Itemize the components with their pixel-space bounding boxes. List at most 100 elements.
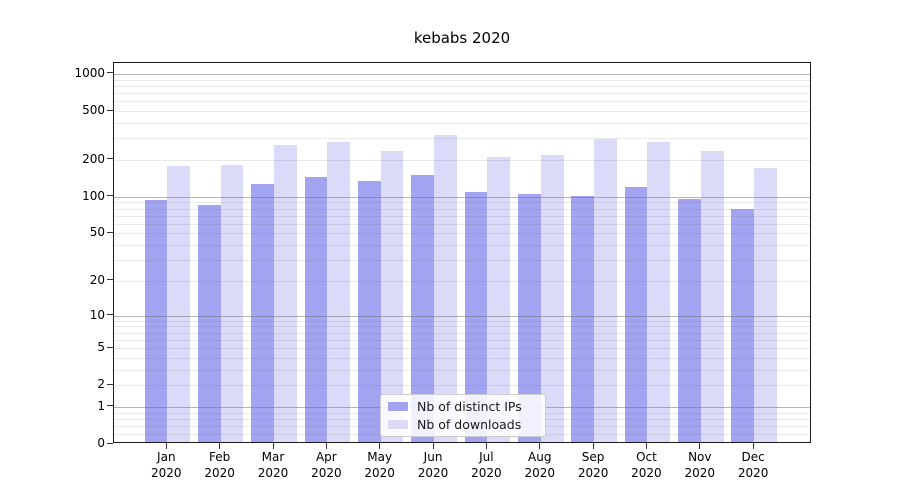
x-tick-month: Oct bbox=[636, 450, 657, 464]
x-tick-month: Dec bbox=[741, 450, 765, 464]
x-tick-month: Jun bbox=[423, 450, 443, 464]
x-tick-label-sep: Sep 2020 bbox=[561, 449, 625, 481]
y-tick-mark bbox=[107, 231, 113, 233]
x-tick-year: 2020 bbox=[684, 466, 716, 480]
x-tick-mark bbox=[699, 443, 701, 449]
y-tick-label: 500 bbox=[82, 103, 105, 118]
chart-title: kebabs 2020 bbox=[413, 29, 511, 47]
x-tick-year: 2020 bbox=[151, 466, 182, 480]
x-tick-mark bbox=[325, 443, 327, 449]
plot-area: Nb of distinct IPs Nb of downloads bbox=[113, 62, 811, 443]
x-tick-month: May bbox=[367, 450, 393, 464]
x-tick-label-may: May 2020 bbox=[348, 449, 412, 481]
x-tick-mark bbox=[432, 443, 434, 449]
bar-downloads-may bbox=[380, 151, 404, 442]
y-tick-mark bbox=[107, 195, 113, 197]
x-tick-label-feb: Feb 2020 bbox=[188, 449, 252, 481]
bar-distinct-ips-feb bbox=[197, 205, 221, 442]
legend-item-downloads: Nb of downloads bbox=[388, 417, 545, 432]
y-tick-mark bbox=[107, 158, 113, 160]
y-tick-label: 5 bbox=[97, 340, 105, 355]
bar-distinct-ips-may bbox=[357, 180, 381, 442]
legend-item-distinct-ips: Nb of distinct IPs bbox=[388, 399, 545, 414]
y-tick-label: 50 bbox=[89, 225, 105, 240]
legend-swatch-distinct-ips bbox=[388, 402, 408, 411]
y-tick-label: 20 bbox=[89, 272, 105, 287]
x-tick-label-aug: Aug 2020 bbox=[508, 449, 572, 481]
x-tick-year: 2020 bbox=[631, 466, 662, 480]
x-tick-year: 2020 bbox=[364, 466, 395, 480]
x-tick-month: Jul bbox=[479, 450, 494, 464]
bar-distinct-ips-jun bbox=[411, 175, 435, 442]
legend-label-distinct-ips: Nb of distinct IPs bbox=[417, 399, 522, 414]
x-tick-mark bbox=[272, 443, 274, 449]
legend-label-downloads: Nb of downloads bbox=[417, 417, 522, 432]
bar-downloads-aug bbox=[540, 154, 564, 442]
x-tick-label-oct: Oct 2020 bbox=[614, 449, 678, 481]
x-tick-label-jun: Jun 2020 bbox=[401, 449, 465, 481]
x-tick-month: Jan bbox=[157, 450, 176, 464]
bar-downloads-jan bbox=[167, 166, 191, 442]
x-tick-label-apr: Apr 2020 bbox=[294, 449, 358, 481]
y-tick-label: 0 bbox=[97, 436, 105, 450]
x-tick-month: Aug bbox=[528, 450, 552, 464]
x-tick-mark bbox=[752, 443, 754, 449]
x-tick-mark bbox=[165, 443, 167, 449]
bar-distinct-ips-apr bbox=[304, 176, 328, 442]
x-tick-year: 2020 bbox=[417, 466, 449, 480]
x-tick-year: 2020 bbox=[737, 466, 769, 480]
x-tick-label-jul: Jul 2020 bbox=[454, 449, 518, 481]
y-tick-mark bbox=[107, 442, 113, 444]
x-tick-mark bbox=[645, 443, 647, 449]
y-tick-label: 2 bbox=[97, 377, 105, 392]
x-tick-year: 2020 bbox=[311, 466, 342, 480]
x-tick-year: 2020 bbox=[204, 466, 235, 480]
bar-downloads-oct bbox=[647, 141, 671, 442]
y-tick-mark bbox=[107, 109, 113, 111]
y-tick-mark bbox=[107, 279, 113, 281]
bar-downloads-nov bbox=[700, 151, 724, 442]
x-tick-month: Mar bbox=[261, 450, 285, 464]
x-tick-month: Nov bbox=[688, 450, 712, 464]
x-tick-mark bbox=[379, 443, 381, 449]
x-tick-month: Feb bbox=[209, 450, 231, 464]
bar-downloads-jul bbox=[487, 156, 511, 442]
y-tick-label: 1000 bbox=[74, 65, 105, 80]
x-tick-mark bbox=[219, 443, 221, 449]
x-tick-mark bbox=[539, 443, 541, 449]
y-tick-mark bbox=[107, 405, 113, 407]
y-tick-mark bbox=[107, 314, 113, 316]
x-tick-mark bbox=[485, 443, 487, 449]
y-tick-mark bbox=[107, 72, 113, 74]
x-tick-mark bbox=[592, 443, 594, 449]
bar-distinct-ips-aug bbox=[517, 194, 541, 442]
x-tick-year: 2020 bbox=[257, 466, 289, 480]
bar-distinct-ips-dec bbox=[731, 208, 755, 442]
y-tick-label: 200 bbox=[82, 151, 105, 166]
bar-downloads-feb bbox=[220, 165, 244, 442]
bar-downloads-mar bbox=[274, 145, 297, 442]
legend-swatch-downloads bbox=[388, 420, 408, 429]
x-tick-label-mar: Mar 2020 bbox=[241, 449, 305, 481]
x-tick-year: 2020 bbox=[471, 466, 502, 480]
x-tick-year: 2020 bbox=[524, 466, 556, 480]
x-tick-label-jan: Jan 2020 bbox=[134, 449, 198, 481]
y-tick-mark bbox=[107, 346, 113, 348]
x-tick-label-dec: Dec 2020 bbox=[721, 449, 785, 481]
bar-distinct-ips-oct bbox=[624, 186, 648, 442]
bar-distinct-ips-nov bbox=[678, 199, 701, 442]
bar-distinct-ips-mar bbox=[251, 184, 274, 442]
x-tick-month: Sep bbox=[581, 450, 605, 464]
x-tick-month: Apr bbox=[315, 450, 337, 464]
y-tick-label: 100 bbox=[82, 188, 105, 203]
bar-downloads-apr bbox=[327, 141, 351, 442]
bar-downloads-jun bbox=[434, 135, 457, 442]
bar-distinct-ips-jan bbox=[144, 199, 168, 442]
bar-downloads-sep bbox=[594, 139, 617, 442]
x-tick-label-nov: Nov 2020 bbox=[668, 449, 732, 481]
bar-distinct-ips-jul bbox=[464, 191, 488, 442]
bar-distinct-ips-sep bbox=[571, 196, 595, 442]
y-tick-label: 1 bbox=[97, 398, 105, 413]
x-tick-year: 2020 bbox=[577, 466, 609, 480]
